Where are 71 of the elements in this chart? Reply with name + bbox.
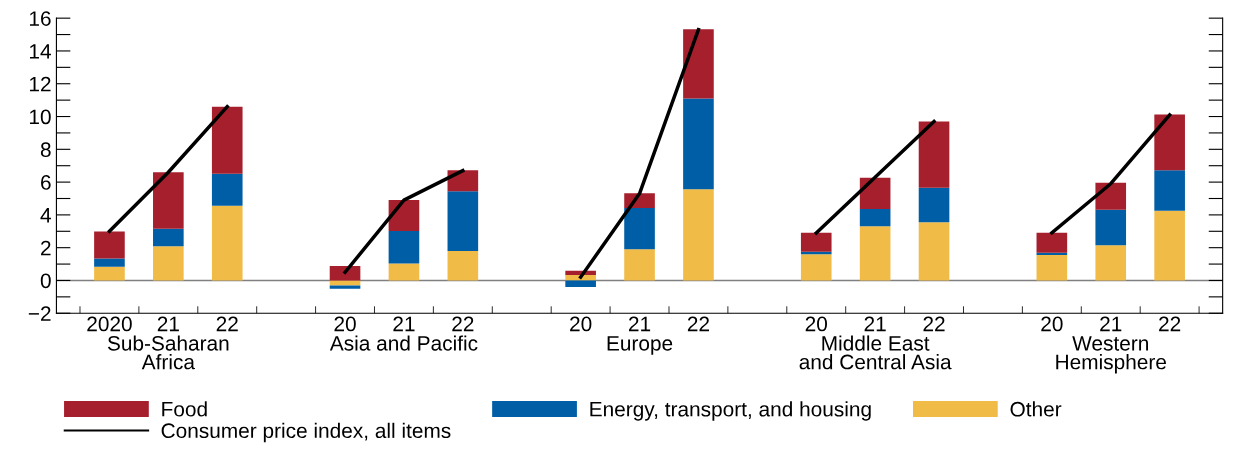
y-tick-label: 16 bbox=[29, 11, 51, 26]
x-tick-label: 21 bbox=[1100, 316, 1122, 332]
y-tick-label: 10 bbox=[29, 109, 51, 125]
bar bbox=[447, 191, 479, 251]
bar bbox=[918, 187, 950, 223]
bar bbox=[211, 106, 243, 174]
text: Asia and Pacific bbox=[329, 335, 478, 351]
bar bbox=[153, 172, 184, 229]
bar bbox=[859, 208, 891, 227]
x-tick-label: 22 bbox=[452, 316, 474, 332]
x-tick-label: 22 bbox=[687, 316, 709, 332]
y-tick-label: −2 bbox=[28, 306, 51, 321]
x-tick-label: 20 bbox=[805, 316, 828, 332]
x-tick-label: 22 bbox=[216, 316, 238, 332]
text: Sub-Saharan Africa bbox=[107, 335, 229, 370]
bar bbox=[447, 250, 479, 281]
x-tick-label: 21 bbox=[864, 316, 886, 332]
x-tick-label: 20 bbox=[570, 316, 592, 332]
bar bbox=[859, 177, 891, 209]
y-tick-label: 4 bbox=[40, 208, 51, 223]
bar bbox=[1095, 245, 1127, 281]
y-tick-label: 14 bbox=[29, 44, 51, 59]
y-tick-label: 2 bbox=[41, 240, 51, 256]
y-tick-label: 0 bbox=[40, 273, 51, 289]
legend-label: Energy, transport, and housing bbox=[590, 401, 871, 421]
x-tick-label: 22 bbox=[923, 316, 945, 332]
x-tick-label: 20 bbox=[1041, 316, 1063, 332]
legend-label: Consumer price index, all items bbox=[161, 422, 451, 443]
bar bbox=[1036, 255, 1068, 281]
x-tick-label: 20 bbox=[334, 316, 356, 332]
x-tick-label: 2020 bbox=[87, 316, 132, 332]
bar bbox=[565, 280, 596, 288]
bar bbox=[1154, 114, 1185, 171]
y-tick-label: 8 bbox=[40, 142, 51, 158]
bar bbox=[624, 208, 655, 250]
x-tick-label: 21 bbox=[157, 316, 179, 332]
bar bbox=[800, 232, 832, 252]
text: Western Hemisphere bbox=[1056, 336, 1166, 374]
legend-label: Food bbox=[162, 401, 207, 417]
bar bbox=[153, 228, 184, 247]
bar bbox=[918, 121, 950, 188]
bar bbox=[329, 280, 361, 286]
bar bbox=[388, 231, 420, 264]
bar bbox=[859, 226, 891, 281]
bar bbox=[211, 205, 243, 281]
bar bbox=[1095, 182, 1127, 210]
bar bbox=[1036, 232, 1068, 253]
bar bbox=[1154, 210, 1185, 281]
legend-label: Other bbox=[1010, 401, 1062, 417]
x-tick-label: 22 bbox=[1159, 316, 1181, 332]
x-tick-label: 21 bbox=[393, 316, 415, 332]
bar bbox=[1154, 170, 1185, 211]
bar bbox=[329, 285, 361, 289]
bar bbox=[918, 222, 950, 281]
bar bbox=[683, 189, 714, 281]
bar bbox=[388, 263, 420, 281]
bar bbox=[94, 231, 125, 259]
bar bbox=[1095, 209, 1127, 246]
bar bbox=[683, 29, 714, 99]
y-tick-label: 6 bbox=[41, 175, 51, 190]
bar bbox=[94, 258, 125, 267]
text: Europe bbox=[607, 336, 673, 355]
x-tick-label: 21 bbox=[629, 316, 651, 332]
bar bbox=[94, 266, 125, 281]
bar bbox=[211, 173, 243, 206]
text: Middle East and Central Asia bbox=[799, 335, 952, 370]
bar bbox=[800, 254, 832, 281]
bar bbox=[683, 98, 714, 190]
bar bbox=[153, 246, 184, 281]
y-tick-label: 12 bbox=[29, 76, 51, 92]
bar bbox=[624, 249, 655, 281]
